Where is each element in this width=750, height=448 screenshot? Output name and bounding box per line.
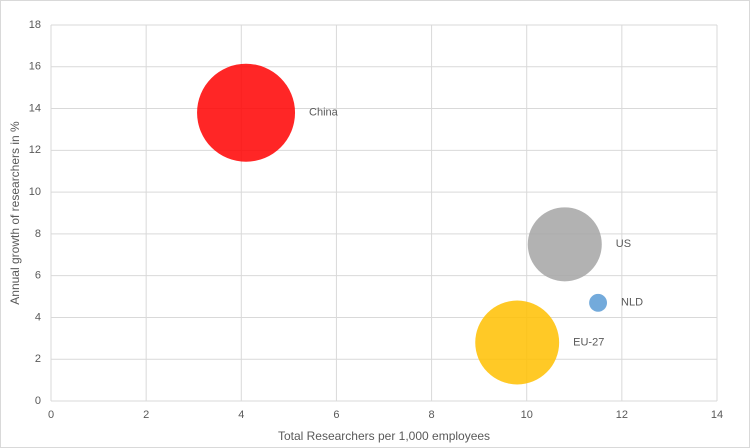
y-tick-label: 4 <box>35 311 41 323</box>
y-tick-label: 2 <box>35 353 41 365</box>
x-tick-label: 10 <box>521 409 533 421</box>
x-tick-label: 8 <box>429 409 435 421</box>
y-tick-label: 6 <box>35 270 41 282</box>
y-axis-title: Annual growth of researchers in % <box>8 121 22 305</box>
bubble <box>527 207 602 282</box>
x-tick-label: 14 <box>711 409 723 421</box>
x-axis-title: Total Researchers per 1,000 employees <box>278 429 490 443</box>
data-label: China <box>309 107 339 119</box>
y-tick-label: 10 <box>29 186 41 198</box>
y-tick-label: 14 <box>29 102 41 114</box>
x-tick-label: 2 <box>143 409 149 421</box>
bubble <box>589 293 608 312</box>
x-tick-label: 12 <box>616 409 628 421</box>
data-label: US <box>616 238 631 250</box>
bubble <box>197 63 296 162</box>
data-label: NLD <box>621 297 643 309</box>
y-tick-label: 0 <box>35 395 41 407</box>
data-label: EU-27 <box>573 336 604 348</box>
y-tick-label: 12 <box>29 144 41 156</box>
bubble <box>475 300 560 385</box>
y-tick-label: 18 <box>29 19 41 31</box>
y-tick-label: 16 <box>29 61 41 73</box>
x-tick-label: 4 <box>238 409 244 421</box>
y-tick-label: 8 <box>35 228 41 240</box>
x-tick-label: 0 <box>48 409 54 421</box>
x-tick-label: 6 <box>333 409 339 421</box>
